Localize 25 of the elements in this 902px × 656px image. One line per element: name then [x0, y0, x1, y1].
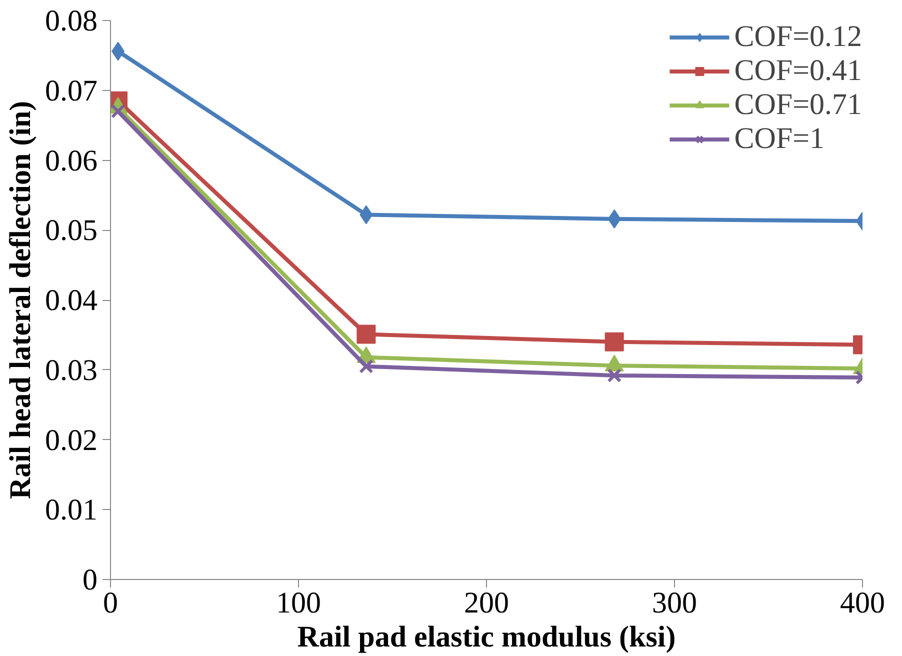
y-tick-label: 0.03 [45, 354, 98, 387]
legend-label: COF=0.12 [734, 20, 862, 54]
y-tick-label: 0 [82, 564, 98, 596]
x-tick-label: 200 [464, 586, 509, 620]
x-tick-label: 400 [840, 586, 885, 620]
y-tick-label: 0.04 [45, 284, 98, 317]
y-tick-label: 0.05 [45, 214, 98, 248]
y-tick-label: 0.06 [45, 144, 98, 178]
x-tick-label: 300 [652, 586, 697, 620]
point [356, 324, 376, 344]
x-axis-title: Rail pad elastic modulus (ksi) [297, 620, 676, 654]
y-tick-label: 0.07 [45, 74, 98, 108]
y-tick-label: 0.02 [45, 424, 98, 457]
y-tick-label: 0.01 [45, 494, 98, 527]
x-tick-label: 100 [276, 586, 321, 620]
point [359, 359, 374, 374]
legend-label: COF=0.41 [734, 54, 862, 88]
legend-label: COF=1 [734, 122, 824, 156]
x-tick-label: 0 [103, 586, 118, 620]
point [607, 368, 622, 383]
legend-label: COF=0.71 [734, 88, 862, 122]
point [110, 104, 126, 118]
y-tick-label: 0.08 [45, 4, 98, 38]
point [604, 332, 624, 352]
y-axis-title: Rail head lateral deflection (in) [4, 100, 37, 500]
